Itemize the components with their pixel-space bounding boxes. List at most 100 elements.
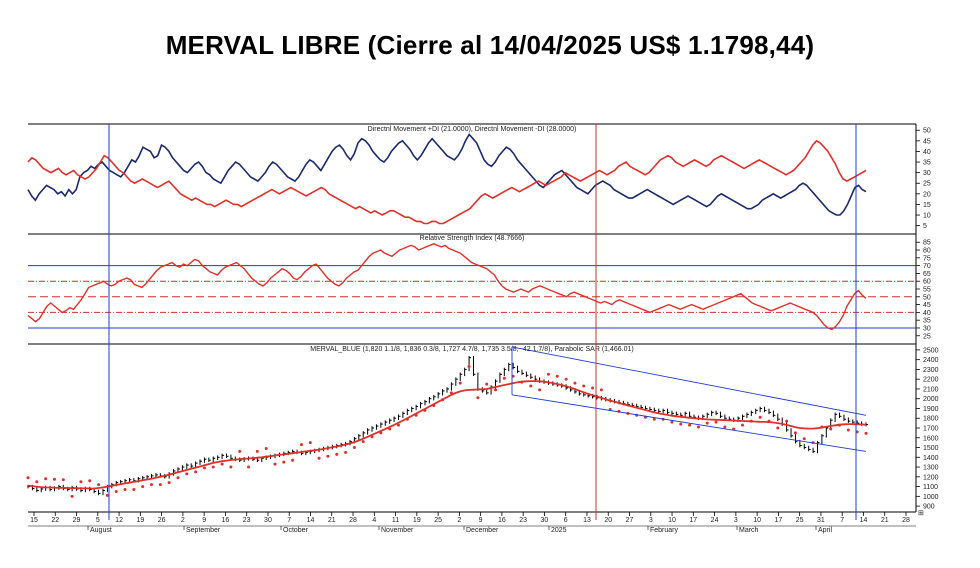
sar-dot <box>502 376 506 380</box>
sar-dot <box>141 485 145 489</box>
sar-dot <box>679 422 683 426</box>
x-tick-label: 3 <box>649 517 653 524</box>
sar-dot <box>696 425 700 429</box>
rsi-line <box>27 243 867 331</box>
y-tick-label: 2400 <box>923 357 939 364</box>
sar-dot <box>776 426 780 430</box>
x-tick-label: 2 <box>181 517 185 524</box>
x-tick-label: 7 <box>840 517 844 524</box>
sar-dot <box>238 449 242 453</box>
sar-dot <box>352 446 356 450</box>
dmi-plus-line <box>27 133 867 216</box>
y-tick-label: 900 <box>923 504 935 511</box>
sar-dot <box>564 377 568 381</box>
sar-dot <box>714 420 718 424</box>
sar-dot <box>458 381 462 385</box>
sar-dot <box>52 477 56 481</box>
y-tick-label: 45 <box>923 302 931 309</box>
month-label: September <box>186 527 221 534</box>
sar-dot <box>449 391 453 395</box>
y-tick-label: 2000 <box>923 396 939 403</box>
dmi-minus-line <box>27 139 867 225</box>
sar-dot <box>88 479 92 483</box>
sar-dot <box>211 465 215 469</box>
rsi-line-group <box>27 243 867 331</box>
x-tick-label: 22 <box>51 517 59 524</box>
x-tick-label: 31 <box>817 517 825 524</box>
price-layer <box>26 355 868 498</box>
sar-dot <box>529 384 533 388</box>
sar-dot <box>379 431 383 435</box>
sar-dot <box>652 417 656 421</box>
sar-dot <box>158 483 162 487</box>
y-tick-label: 40 <box>923 149 931 156</box>
y-tick-label: 70 <box>923 263 931 270</box>
x-tick-label: 14 <box>307 517 315 524</box>
x-tick-label: 3 <box>734 517 738 524</box>
sar-dot <box>220 462 224 466</box>
sar-dot <box>476 396 480 400</box>
sar-dot <box>273 462 277 466</box>
month-label: March <box>739 527 759 534</box>
sar-dot <box>741 423 745 427</box>
sar-dot <box>723 425 727 429</box>
sar-dot <box>335 452 339 456</box>
sar-dot <box>467 365 471 368</box>
panel-frames <box>28 123 917 513</box>
rsi-panel-title: Relative Strength Index (48.7666) <box>420 235 525 242</box>
x-tick-label: 4 <box>372 517 376 524</box>
sar-dot <box>26 476 30 480</box>
sar-dot <box>388 427 392 431</box>
moving-average-line <box>27 380 867 490</box>
sar-dot <box>114 489 118 493</box>
x-tick-label: 16 <box>498 517 506 524</box>
y-tick-label: 2500 <box>923 347 939 354</box>
dmi-panel-title: Directnl Movement +DI (21.0000), Directn… <box>368 126 577 133</box>
sar-dot <box>61 478 65 482</box>
sar-dot <box>185 472 189 476</box>
sar-dot <box>202 466 206 470</box>
x-tick-label: 28 <box>349 517 357 524</box>
x-tick-label: 19 <box>413 517 421 524</box>
x-tick-label: 30 <box>264 517 272 524</box>
y-tick-label: 2100 <box>923 386 939 393</box>
y-tick-label: 2300 <box>923 367 939 374</box>
sar-dot <box>846 428 850 432</box>
sar-dot <box>414 413 418 417</box>
sar-dot <box>317 456 321 460</box>
sar-dot <box>123 488 127 491</box>
y-tick-label: 45 <box>923 138 931 145</box>
x-tick-label: 10 <box>753 517 761 524</box>
y-tick-label: 80 <box>923 248 931 255</box>
sar-dot <box>176 476 180 480</box>
sar-dot <box>70 494 74 498</box>
x-tick-label: 29 <box>73 517 81 524</box>
sar-dot <box>582 384 586 388</box>
y-tick-label: 35 <box>923 160 931 167</box>
sar-dot <box>749 419 753 423</box>
x-tick-label: 5 <box>96 517 100 524</box>
x-tick-label: 19 <box>136 517 144 524</box>
x-tick-label: 23 <box>243 517 251 524</box>
sar-dot <box>44 477 48 481</box>
sar-dot <box>282 460 286 464</box>
x-tick-label: 21 <box>881 517 889 524</box>
x-tick-label: 26 <box>158 517 166 524</box>
x-axis: 15 22 29 5 12 19 26 2 9 16 23 30 7 14 21 28 4 11 19 25 2 9 16 2… <box>28 510 924 534</box>
y-tick-label: 20 <box>923 191 931 198</box>
sar-dot <box>308 441 312 445</box>
month-label: December <box>466 527 499 534</box>
y-tick-label: 1100 <box>923 484 938 491</box>
sar-dot <box>396 423 400 427</box>
x-tick-label: 27 <box>626 517 634 524</box>
sar-dot <box>79 480 83 484</box>
month-label: February <box>650 527 679 534</box>
sar-dot <box>546 372 550 376</box>
x-tick-label: 7 <box>287 517 291 524</box>
y-tick-label: 85 <box>923 240 931 247</box>
sar-dot <box>494 388 498 392</box>
x-tick-label: 21 <box>328 517 336 524</box>
month-label: October <box>283 527 309 534</box>
page-title: MERVAL LIBRE (Cierre al 14/04/2025 US$ 1… <box>165 30 815 60</box>
y-tick-label: 10 <box>923 213 931 220</box>
